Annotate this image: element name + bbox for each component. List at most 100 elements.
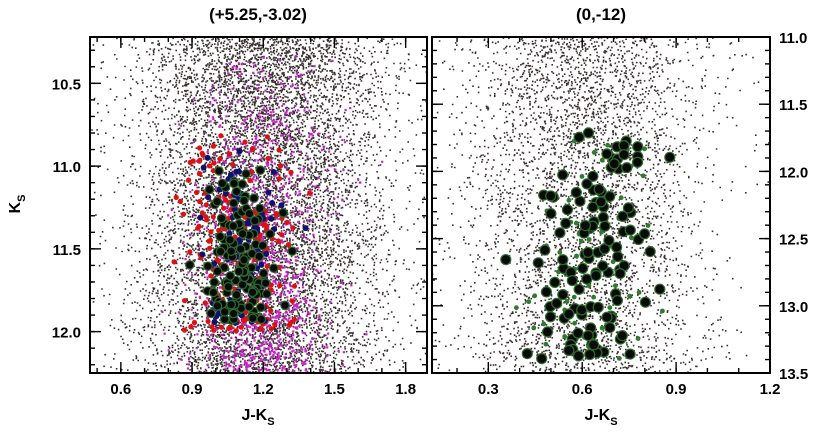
red-star (203, 202, 209, 208)
left-panel-frame (89, 36, 428, 374)
member-star (584, 348, 596, 361)
red-star (291, 316, 297, 322)
member-star (588, 339, 600, 351)
red-star (196, 158, 202, 164)
member-star (581, 273, 593, 285)
member-star (639, 296, 651, 308)
member-star (612, 251, 624, 263)
green-star (579, 238, 584, 244)
green-star (514, 305, 519, 311)
member-star (258, 268, 269, 279)
member-star (572, 350, 585, 362)
y-tick-label: 13.0 (779, 299, 808, 316)
green-star (636, 290, 642, 295)
y-tick-label: 11.0 (53, 159, 81, 176)
red-star (191, 319, 198, 326)
member-star (587, 170, 599, 182)
y-tick-label: 12.5 (779, 232, 808, 249)
member-star (601, 148, 613, 160)
member-star (573, 283, 585, 295)
member-star (570, 186, 582, 199)
red-star (197, 145, 203, 151)
red-star (238, 324, 244, 330)
right-plot-area (432, 37, 770, 373)
member-star (254, 251, 264, 262)
red-star (264, 263, 270, 269)
red-star (261, 222, 267, 228)
red-star (195, 225, 201, 231)
member-star (217, 178, 228, 189)
member-star (228, 308, 239, 319)
red-star (250, 146, 256, 153)
member-star (611, 241, 623, 253)
member-star (631, 156, 644, 168)
member-star (618, 149, 630, 161)
member-star (577, 262, 589, 274)
member-star (208, 287, 219, 298)
green-star (543, 341, 549, 347)
red-star (182, 298, 188, 304)
red-star (196, 171, 202, 177)
red-star (233, 328, 239, 334)
red-star (242, 139, 248, 145)
red-star (206, 238, 212, 244)
red-star (206, 245, 213, 251)
member-star (255, 203, 265, 214)
blue-star (252, 223, 258, 230)
member-star (241, 169, 251, 179)
member-star (256, 314, 267, 325)
member-star (226, 299, 236, 310)
red-star (286, 322, 293, 328)
x-tick-label: 0.6 (572, 381, 593, 398)
member-star (576, 304, 588, 316)
member-star (582, 246, 594, 258)
red-star (187, 249, 193, 255)
red-star (279, 232, 285, 238)
member-star (572, 327, 584, 339)
member-star (216, 213, 227, 224)
member-star (604, 190, 616, 203)
red-star (177, 198, 183, 204)
red-star (289, 298, 296, 304)
member-star (262, 289, 272, 299)
red-star (186, 177, 192, 183)
member-star (248, 313, 258, 324)
member-star (500, 254, 512, 266)
member-star (616, 330, 628, 342)
member-star (244, 301, 254, 312)
y-tick-label: 11.0 (779, 30, 807, 47)
green-star (532, 293, 538, 299)
member-star (541, 326, 554, 338)
member-star (229, 178, 239, 189)
member-star (549, 276, 561, 288)
red-star (247, 177, 253, 184)
red-star (288, 169, 294, 176)
member-star (536, 353, 548, 365)
blue-star (269, 200, 276, 206)
red-star (226, 151, 232, 157)
green-star (640, 173, 646, 179)
blue-star (302, 225, 309, 232)
red-star (285, 242, 291, 248)
red-star (197, 198, 203, 205)
red-star (277, 163, 284, 169)
red-star (291, 283, 298, 289)
green-star (645, 223, 651, 228)
member-star (212, 196, 222, 207)
blue-star (204, 154, 211, 161)
member-star (581, 178, 593, 190)
member-star (614, 268, 626, 280)
member-star (617, 210, 629, 222)
red-star (205, 318, 211, 324)
blue-star (236, 148, 243, 155)
member-star (260, 278, 271, 288)
member-star (540, 286, 553, 298)
blue-star (268, 215, 275, 222)
green-star (635, 336, 641, 341)
green-star (562, 334, 568, 339)
red-star (258, 326, 264, 332)
red-star (173, 194, 179, 200)
member-star (237, 179, 248, 189)
member-star (257, 240, 268, 251)
blue-star (227, 171, 234, 178)
